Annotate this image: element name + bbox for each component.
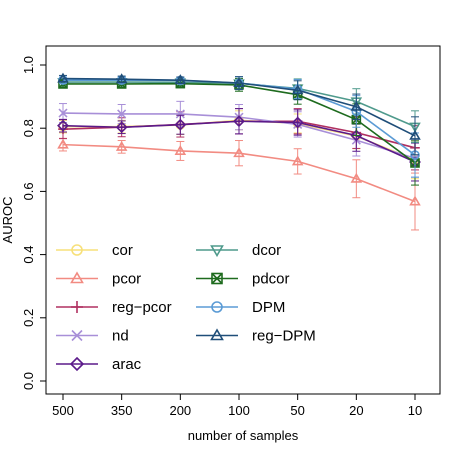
x-axis: 500 350 200 100 50 20 10 [52,394,422,418]
boxed-x-marker [211,272,223,285]
x-tick-label: 200 [169,403,191,418]
plus-marker [71,301,83,313]
circle-marker [71,244,83,256]
x-tick-label: 500 [52,403,74,418]
triangle-marker [174,144,187,155]
triangle-marker [350,172,363,183]
series-pcor [57,137,421,231]
y-tick-label: 0.6 [21,182,36,200]
series-layer [57,72,421,231]
x-tick-label: 350 [111,403,133,418]
legend-label: pdcor [252,271,290,288]
legend-label: pcor [112,271,141,288]
y-tick-label: 0.0 [21,372,36,390]
legend-entry: reg−pcor [56,299,172,316]
triangle-marker [233,147,245,158]
diamond-marker [115,121,128,134]
legend-label: dcor [252,242,281,259]
triangle-marker [291,155,304,166]
legend-entry: nd [56,328,129,345]
y-axis: 0.0 0.2 0.4 0.6 0.8 1.0 [21,56,46,390]
triangle-marker [57,138,69,149]
legend-label: nd [112,328,129,345]
triangle-marker [115,73,128,84]
series-reg-dpm [57,72,421,156]
legend-entry: DPM [196,299,285,316]
legend: cor pcor reg−pcor nd arac dcor pdcor DPM reg−DPM [56,242,316,373]
circle-marker [211,301,223,313]
plot-frame [45,45,441,395]
triangle-marker [350,100,363,111]
diamond-marker [57,119,69,132]
legend-entry: cor [56,242,133,259]
legend-entry: pdcor [196,271,290,288]
x-marker [117,109,127,119]
triangle-marker [57,72,69,83]
legend-entry: arac [56,356,142,373]
triangle-marker [233,77,245,88]
triangle-marker [291,84,304,95]
y-tick-label: 0.2 [21,309,36,327]
legend-label: cor [112,242,133,259]
triangle-marker [70,271,84,284]
diamond-marker [291,116,304,129]
legend-entry: pcor [56,271,141,288]
x-marker [175,109,185,119]
y-tick-label: 1.0 [21,56,36,74]
legend-label: reg−pcor [112,299,172,316]
legend-label: arac [112,356,142,373]
x-marker [71,329,83,342]
x-tick-label: 50 [290,403,304,418]
x-marker [58,108,68,118]
y-tick-label: 0.8 [21,119,36,137]
diamond-marker [174,118,187,131]
legend-entry: reg−DPM [196,328,316,345]
triangle-marker [409,195,421,206]
triangle-marker [210,328,224,341]
x-tick-label: 20 [349,403,363,418]
triangle-marker [115,140,128,151]
legend-label: DPM [252,299,285,316]
diamond-marker [350,129,363,142]
x-axis-label: number of samples [188,428,299,443]
legend-entry: dcor [196,242,281,259]
legend-label: reg−DPM [252,328,316,345]
triangle-marker [174,74,187,85]
y-tick-label: 0.4 [21,246,36,264]
x-tick-label: 100 [228,403,250,418]
triangle-down-marker [210,245,224,258]
y-axis-label: AUROC [0,197,15,244]
diamond-marker [233,115,245,128]
x-tick-label: 10 [408,403,422,418]
triangle-marker [409,129,421,140]
diamond-marker [69,356,85,372]
